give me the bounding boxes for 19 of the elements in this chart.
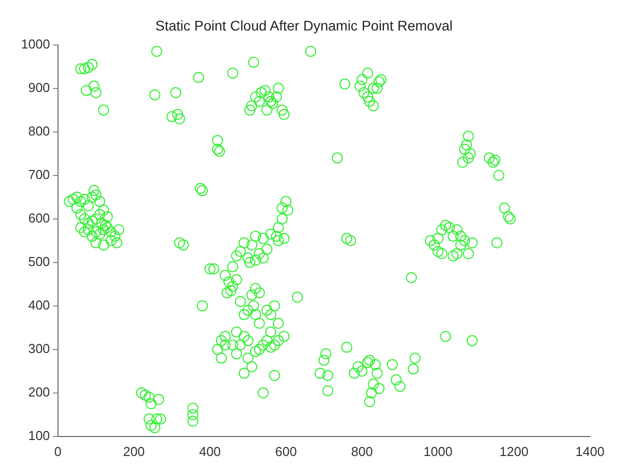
y-tick-label: 400: [28, 297, 50, 312]
y-tick-label: 900: [28, 80, 50, 95]
y-tick-label: 100: [28, 428, 50, 443]
y-tick-label: 300: [28, 340, 50, 356]
x-tick-label: 1000: [424, 444, 452, 459]
y-tick-label: 500: [28, 254, 50, 269]
x-tick-label: 800: [351, 444, 373, 459]
x-tick-label: 1200: [500, 444, 528, 459]
x-tick-label: 1400: [576, 444, 604, 459]
y-tick-label: 800: [28, 123, 50, 138]
y-tick-label: 1000: [21, 36, 50, 52]
y-tick-label: 200: [28, 384, 50, 400]
x-tick-label: 0: [54, 444, 62, 459]
x-tick-label: 200: [123, 444, 145, 459]
y-tick-label: 700: [28, 166, 50, 182]
x-tick-label: 600: [275, 444, 297, 459]
x-tick-label: 400: [199, 444, 221, 459]
chart-title: Static Point Cloud After Dynamic Point Removal: [155, 17, 453, 34]
y-tick-label: 600: [28, 210, 50, 226]
